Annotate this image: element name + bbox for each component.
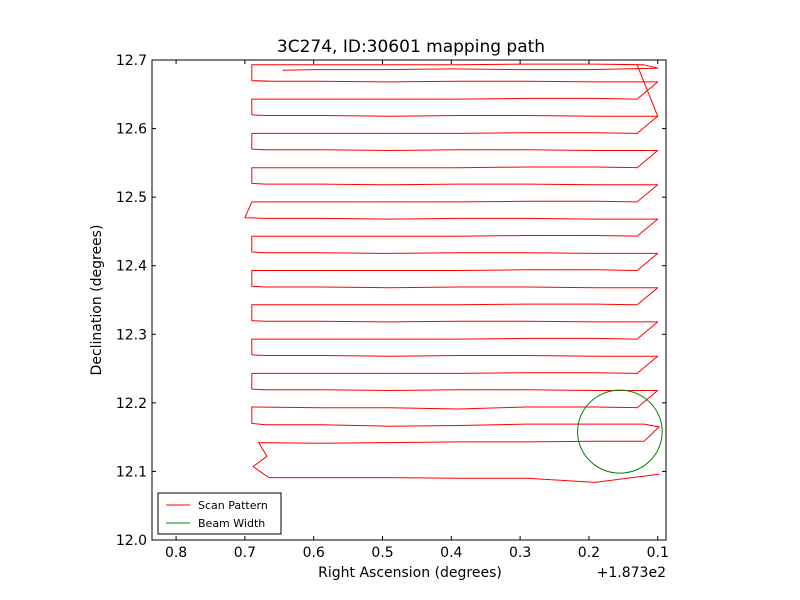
legend-box — [157, 492, 282, 535]
x-tick-label: 0.6 — [303, 545, 325, 561]
x-tick-label: 0.5 — [371, 545, 393, 561]
y-tick-label: 12.7 — [116, 53, 147, 69]
x-axis-ticks: 0.8 0.7 0.6 0.5 0.4 0.3 0.2 0.1 — [165, 60, 669, 561]
y-tick-label: 12.5 — [116, 190, 147, 206]
y-tick-label: 12.6 — [116, 122, 147, 138]
series-beam-width — [577, 389, 663, 474]
y-tick-label: 12.2 — [116, 396, 147, 412]
y-axis-ticks: 12.0 12.1 12.2 12.3 12.4 12.5 12.6 12.7 — [116, 53, 666, 549]
y-tick-label: 12.0 — [116, 533, 147, 549]
x-axis-label: Right Ascension (degrees) — [318, 565, 502, 581]
plot-frame — [151, 59, 667, 541]
x-tick-label: 0.2 — [578, 545, 600, 561]
x-tick-label: 0.4 — [440, 545, 462, 561]
legend: Scan Pattern Beam Width — [157, 492, 282, 535]
legend-label-scan-pattern: Scan Pattern — [198, 499, 268, 512]
y-tick-label: 12.3 — [116, 327, 147, 343]
series-layer — [244, 63, 663, 483]
legend-label-beam-width: Beam Width — [198, 517, 265, 530]
plot-area — [151, 59, 667, 541]
x-tick-label: 0.8 — [165, 545, 187, 561]
x-axis-offset-label: +1.873e2 — [597, 565, 666, 581]
y-tick-label: 12.1 — [116, 464, 147, 480]
x-tick-label: 0.7 — [234, 545, 256, 561]
y-axis-label: Declination (degrees) — [89, 225, 105, 376]
y-tick-label: 12.4 — [116, 259, 147, 275]
x-tick-label: 0.3 — [509, 545, 531, 561]
plot-background — [152, 60, 666, 540]
series-scan-pattern — [244, 63, 660, 483]
x-tick-label: 0.1 — [647, 545, 669, 561]
chart-title: 3C274, ID:30601 mapping path — [277, 37, 545, 57]
